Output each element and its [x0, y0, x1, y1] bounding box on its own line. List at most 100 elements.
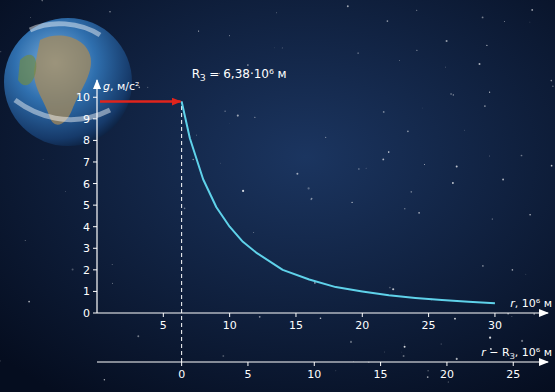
star — [521, 155, 523, 157]
y-axis-label-part: , м/с² — [110, 80, 139, 93]
star — [404, 346, 406, 348]
y-axis-label-part: g — [103, 80, 110, 93]
x-tick — [494, 313, 495, 317]
star — [281, 47, 283, 49]
x2-tick — [513, 362, 514, 366]
star — [184, 208, 186, 210]
annotation-part: = 6,38·10⁶ м — [206, 67, 287, 81]
y-tick-label: 5 — [83, 199, 90, 212]
star — [454, 318, 456, 320]
star — [512, 269, 514, 271]
x2-tick-label: 0 — [178, 368, 185, 381]
star — [253, 231, 255, 233]
y-tick — [93, 118, 97, 119]
star — [147, 86, 149, 88]
star — [259, 316, 261, 318]
x-tick-label: 25 — [422, 319, 436, 332]
star — [552, 85, 554, 87]
star — [416, 50, 417, 51]
x-tick-label: 30 — [488, 319, 502, 332]
star — [109, 11, 110, 12]
x2-tick-label: 20 — [440, 368, 454, 381]
star — [365, 167, 367, 169]
star — [404, 208, 405, 209]
x-tick-label: 15 — [289, 319, 303, 332]
x-tick — [362, 313, 363, 317]
star — [0, 51, 1, 52]
star — [41, 0, 43, 1]
stars — [0, 0, 554, 382]
x2-axis — [97, 361, 548, 362]
star — [445, 66, 447, 68]
y-tick — [93, 313, 97, 314]
y-tick — [93, 248, 97, 249]
x-tick-label: 20 — [355, 319, 369, 332]
star — [382, 158, 384, 160]
star — [407, 130, 409, 132]
star — [410, 191, 412, 193]
x2-tick-label: 15 — [374, 368, 388, 381]
chart: 012345678910g, м/с²51015202530r, 10⁶ м05… — [0, 0, 555, 392]
star — [325, 137, 326, 138]
star — [225, 111, 226, 112]
star — [387, 20, 389, 22]
x2-tick — [446, 362, 447, 366]
star — [357, 52, 358, 53]
star — [452, 182, 454, 184]
star — [112, 283, 113, 284]
star — [479, 63, 481, 65]
star — [489, 337, 491, 339]
star — [392, 288, 394, 290]
y-tick — [93, 183, 97, 184]
star — [550, 80, 552, 82]
star — [482, 265, 483, 266]
x2-axis-label-part: − R — [486, 346, 510, 359]
star — [529, 21, 531, 23]
y-tick-label: 8 — [83, 134, 90, 147]
radius-dashed-line — [181, 102, 182, 362]
x2-tick — [181, 362, 182, 366]
star — [296, 173, 298, 175]
x2-tick — [314, 362, 315, 366]
x-tick-label: 10 — [223, 319, 237, 332]
star — [399, 60, 401, 62]
star — [404, 343, 406, 345]
radius-arrow — [100, 100, 181, 103]
x2-tick — [247, 362, 248, 366]
star — [351, 202, 352, 203]
star — [229, 123, 231, 125]
y-tick-label: 9 — [83, 113, 90, 126]
x-tick — [428, 313, 429, 317]
annotation: RЗ = 6,38·10⁶ м — [192, 67, 287, 83]
chart-container: 012345678910g, м/с²51015202530r, 10⁶ м05… — [0, 0, 555, 392]
star — [335, 370, 337, 372]
x2-axis-label-part: , 10⁶ м — [515, 346, 552, 359]
star — [137, 335, 139, 337]
y-axis-label: g, м/с² — [103, 80, 139, 93]
star — [446, 40, 448, 42]
star — [242, 190, 244, 192]
star — [219, 162, 221, 164]
earth-land — [18, 55, 36, 85]
x-tick — [295, 313, 296, 317]
star — [450, 93, 452, 95]
y-tick-label: 2 — [83, 264, 90, 277]
star — [427, 370, 428, 371]
star — [389, 287, 391, 289]
star — [42, 159, 44, 161]
star — [492, 218, 493, 219]
star — [111, 264, 113, 266]
earth-clouds — [15, 24, 110, 120]
g-curve — [182, 102, 495, 304]
star — [358, 168, 359, 169]
star — [484, 105, 486, 107]
star — [502, 179, 504, 181]
star — [384, 351, 386, 353]
star — [28, 301, 30, 303]
earth-land — [34, 36, 91, 125]
x2-tick-label: 10 — [307, 368, 321, 381]
star — [403, 355, 405, 357]
y-axis — [96, 80, 97, 313]
x2-axis-label: r − RЗ, 10⁶ м — [481, 346, 552, 361]
star — [65, 191, 67, 193]
